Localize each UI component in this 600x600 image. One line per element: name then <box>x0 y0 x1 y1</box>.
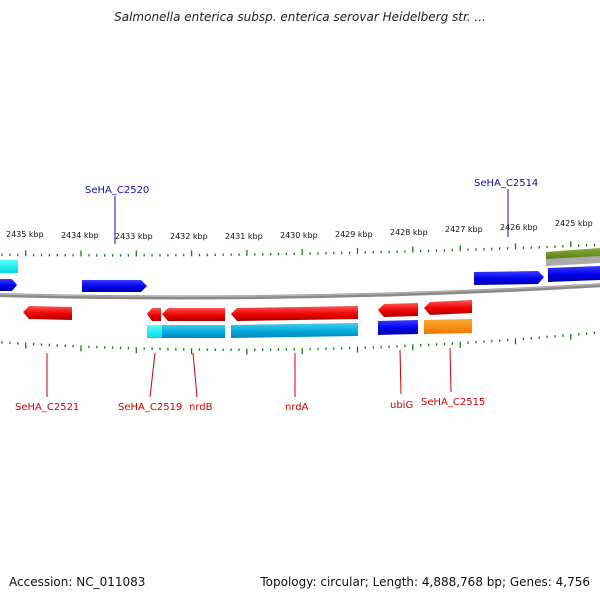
topology-text: Topology: circular; Length: 4,888,768 bp… <box>260 575 590 589</box>
leader-nrdb <box>192 352 198 398</box>
gene-blue-left-edge[interactable] <box>0 279 17 291</box>
gene-nrda[interactable] <box>231 306 358 321</box>
scale-label-2431: 2431 kbp <box>225 232 263 241</box>
gene-orange-seha-c2515[interactable] <box>424 319 472 334</box>
scale-label-2429: 2429 kbp <box>335 230 373 239</box>
outer-tick-track <box>1 241 596 257</box>
gene-cyan-left-edge[interactable] <box>0 260 18 273</box>
gene-ubig[interactable] <box>378 303 418 317</box>
scale-label-2425: 2425 kbp <box>555 219 593 228</box>
gene-blue-right-edge[interactable] <box>548 266 600 282</box>
scale-label-2426: 2426 kbp <box>500 223 538 232</box>
reverse-strand-features <box>23 300 472 338</box>
gene-cyan-bright-small[interactable] <box>147 325 162 338</box>
gene-nrdb[interactable] <box>162 308 225 321</box>
gene-cyan-nrdb[interactable] <box>162 325 225 338</box>
gene-grey-right-edge[interactable] <box>546 256 600 266</box>
accession-text: Accession: NC_011083 <box>9 575 146 589</box>
scale-label-2434: 2434 kbp <box>61 231 99 240</box>
leader-ubig <box>399 349 402 395</box>
label-seha-c2519[interactable]: SeHA_C2519 <box>118 402 182 413</box>
forward-labels: SeHA_C2520 SeHA_C2514 <box>85 178 538 244</box>
gene-blue-ubig[interactable] <box>378 320 418 335</box>
label-nrda[interactable]: nrdA <box>285 402 309 413</box>
scale-label-2432: 2432 kbp <box>170 232 208 241</box>
label-seha-c2514[interactable]: SeHA_C2514 <box>474 178 538 189</box>
scale-labels: 2435 kbp 2434 kbp 2433 kbp 2432 kbp 2431… <box>6 219 593 241</box>
reverse-labels: SeHA_C2521 SeHA_C2519 nrdB nrdA ubiG SeH… <box>15 347 485 413</box>
inner-tick-track <box>1 331 596 355</box>
scale-label-2435: 2435 kbp <box>6 230 44 239</box>
label-seha-c2521[interactable]: SeHA_C2521 <box>15 402 79 413</box>
gene-seha-c2519[interactable] <box>147 308 161 321</box>
genome-backbone-highlight <box>0 283 600 297</box>
gene-cyan-nrda[interactable] <box>231 323 358 338</box>
leader-seha-c2515 <box>449 347 452 393</box>
scale-label-2433: 2433 kbp <box>115 232 153 241</box>
label-nrdb[interactable]: nrdB <box>189 402 213 413</box>
label-seha-c2515[interactable]: SeHA_C2515 <box>421 397 485 408</box>
gene-seha-c2521[interactable] <box>23 306 72 320</box>
map-title: Salmonella enterica subsp. enterica sero… <box>114 10 486 24</box>
gene-seha-c2520[interactable] <box>82 280 147 292</box>
gene-seha-c2515[interactable] <box>424 300 472 315</box>
gene-seha-c2514[interactable] <box>474 271 544 285</box>
label-seha-c2520[interactable]: SeHA_C2520 <box>85 185 149 196</box>
genome-backbone <box>0 283 600 300</box>
label-ubig[interactable]: ubiG <box>390 400 413 411</box>
scale-label-2428: 2428 kbp <box>390 228 428 237</box>
leader-seha-c2519 <box>149 352 156 398</box>
forward-strand-features <box>0 248 600 292</box>
scale-label-2427: 2427 kbp <box>445 225 483 234</box>
scale-label-2430: 2430 kbp <box>280 231 318 240</box>
